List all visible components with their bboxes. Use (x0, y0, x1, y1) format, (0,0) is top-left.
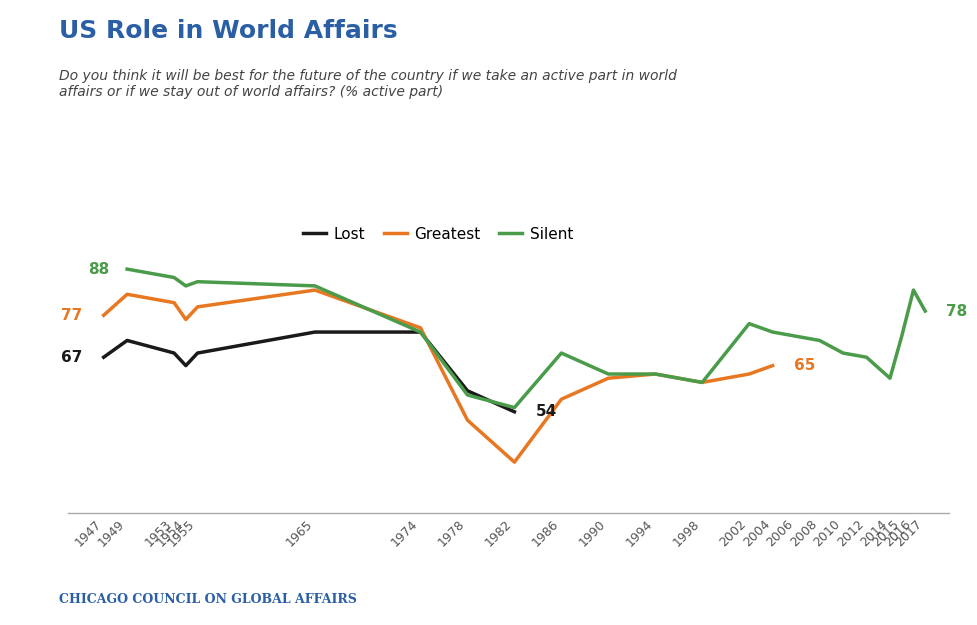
Text: 78: 78 (946, 304, 966, 319)
Text: 65: 65 (793, 358, 814, 373)
Text: US Role in World Affairs: US Role in World Affairs (59, 19, 397, 42)
Text: 77: 77 (62, 308, 82, 322)
Text: 67: 67 (62, 350, 82, 365)
Text: 88: 88 (88, 262, 109, 277)
Text: 54: 54 (535, 404, 556, 419)
Legend: Lost, Greatest, Silent: Lost, Greatest, Silent (297, 221, 578, 248)
Text: Do you think it will be best for the future of the country if we take an active : Do you think it will be best for the fut… (59, 69, 676, 99)
Text: CHICAGO COUNCIL ON GLOBAL AFFAIRS: CHICAGO COUNCIL ON GLOBAL AFFAIRS (59, 593, 357, 606)
